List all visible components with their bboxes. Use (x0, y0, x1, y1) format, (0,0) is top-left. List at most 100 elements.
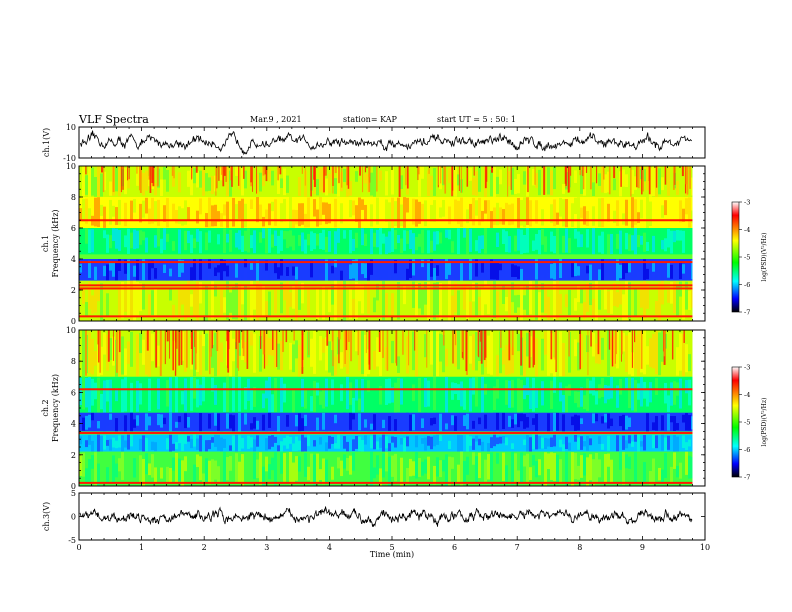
spectrogram-cell (193, 238, 196, 249)
spectrogram-cell (352, 353, 355, 374)
spectrogram-cell (388, 378, 391, 404)
spectrogram-cell (682, 388, 685, 410)
spectrogram-streak (347, 166, 350, 189)
spectrogram-cell (499, 238, 502, 247)
spectrogram-cell (334, 231, 337, 255)
spectrogram-cell (682, 333, 685, 377)
spectrogram-cell (541, 452, 544, 469)
spectrogram-cell (571, 262, 574, 278)
spectrogram-cell (118, 435, 121, 448)
spectrogram-cell (688, 455, 691, 479)
y-tick-label: 8 (71, 193, 76, 202)
spectrogram-cell (574, 229, 577, 239)
spectrogram-cell (436, 434, 439, 445)
spectrogram-cell (577, 168, 580, 180)
spectrogram-cell (103, 454, 106, 486)
spectrogram-cell (106, 379, 109, 402)
spectrogram-cell (85, 377, 88, 408)
spectrogram-cell (655, 207, 658, 228)
spectrogram-cell (298, 176, 301, 196)
spectrogram-cell (688, 290, 691, 311)
spectrogram-cell (610, 290, 613, 314)
spectrogram-cell (241, 377, 244, 412)
spectrogram-cell (586, 335, 589, 353)
spectrogram-cell (274, 262, 277, 274)
spectrogram-cell (403, 265, 406, 273)
spectrogram-cell (193, 464, 196, 485)
spectrogram-cell (427, 198, 430, 228)
spectrogram-cell (439, 413, 442, 432)
spectrogram-cell (535, 280, 538, 320)
spectrogram-cell (166, 466, 169, 483)
spectrogram-cell (307, 259, 310, 280)
y-tick-label: 6 (71, 224, 76, 233)
spectrogram-cell (109, 338, 112, 361)
spectrogram-cell (631, 270, 634, 280)
spectrogram-streak (149, 166, 152, 193)
spectrogram-cell (151, 260, 154, 269)
colorbar-tick-label: -5 (744, 419, 750, 427)
spectrogram-cell (310, 231, 313, 251)
spectrogram-cell (529, 259, 532, 281)
spectrogram-streak (648, 166, 650, 182)
spectrogram-cell (277, 267, 280, 279)
spectrogram-cell (361, 284, 364, 314)
colorbar-tick-label: -5 (744, 254, 750, 262)
spectrogram-cell (154, 423, 157, 430)
spectrogram-cell (502, 260, 505, 273)
spectrogram-cell (556, 212, 559, 225)
spectrogram-cell (595, 232, 598, 252)
spectrogram-cell (430, 418, 433, 426)
spectrogram-cell (313, 440, 316, 447)
spectrogram-cell (223, 167, 226, 191)
spectrogram-cell (406, 336, 409, 374)
spectrogram-cell (265, 416, 268, 432)
spectrogram-cell (151, 333, 154, 362)
spectrogram-cell (322, 436, 325, 450)
spectrogram-cell (235, 342, 238, 377)
spectrogram-streak (222, 166, 225, 187)
colorbar-tick-label: -6 (744, 446, 750, 454)
spectrogram-cell (94, 286, 97, 313)
spectrogram-cell (310, 260, 313, 278)
spectrogram-cell (670, 230, 673, 254)
date-label: Mar.9 , 2021 (250, 115, 302, 124)
spectrogram-cell (370, 378, 373, 393)
spectrogram-cell (175, 421, 178, 428)
spectrogram-cell (652, 281, 655, 307)
spectrogram-cell (532, 168, 535, 186)
spectrogram-cell (214, 434, 217, 447)
spectrogram-cell (298, 288, 301, 310)
spectrogram-cell (205, 381, 208, 410)
spectrogram-cell (316, 259, 319, 280)
spectrogram-cell (643, 281, 646, 320)
spectrogram-cell (583, 206, 586, 225)
spectrogram-cell (646, 413, 649, 432)
spectrogram-cell (487, 335, 490, 374)
spectrogram-cell (409, 379, 412, 413)
spectrogram-cell (535, 338, 538, 377)
spectrogram-cell (253, 417, 256, 429)
spectrogram-cell (292, 285, 295, 309)
spectrogram-cell (634, 228, 637, 255)
spectrogram-cell (232, 197, 235, 227)
spectrogram-cell (115, 207, 118, 225)
spectrogram-cell (106, 264, 109, 281)
spectrogram-cell (580, 288, 583, 304)
spectrogram-cell (679, 333, 682, 371)
spectrogram-cell (454, 282, 457, 313)
spectrogram-cell (622, 386, 625, 412)
spectrogram-cell (487, 234, 490, 248)
spectrogram-cell (652, 434, 655, 449)
spectrogram-cell (166, 415, 169, 429)
spectrogram-cell (607, 435, 610, 451)
spectrogram-cell (505, 296, 508, 312)
spectrogram-cell (373, 166, 376, 197)
spectrogram-cell (274, 176, 277, 191)
spectrogram-cell (568, 201, 571, 220)
spectrogram-streak (347, 330, 350, 342)
spectrogram-cell (619, 378, 622, 395)
spectrogram-streak (211, 330, 213, 349)
spectrogram-cell (292, 443, 295, 451)
spectrogram-cell (121, 230, 124, 246)
